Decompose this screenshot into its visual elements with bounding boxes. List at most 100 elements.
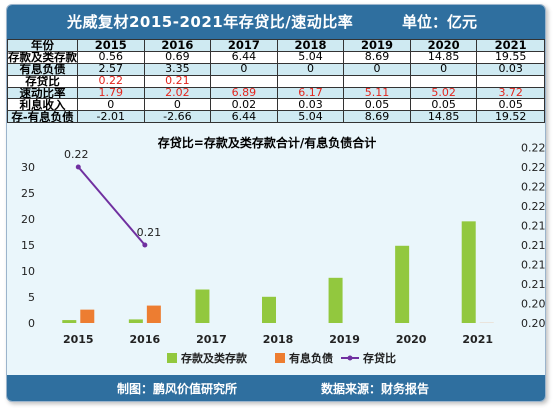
chart-title: 存贷比=存款及类存款合计/有息负债合计 (157, 135, 376, 150)
year-header: 2020 (409, 39, 478, 52)
table-cell (276, 74, 345, 88)
y-right-tick-label: 0.21 (521, 220, 545, 233)
table-cell: 8.69 (343, 50, 411, 64)
table-cell (343, 74, 411, 88)
table-cell: 0.21 (143, 74, 212, 88)
legend-label: 有息负债 (289, 351, 333, 365)
y-right-tick-label: 0.22 (521, 161, 545, 174)
y-left-tick-label: 0 (28, 317, 35, 330)
y-right-tick-label: 0.21 (521, 239, 545, 252)
page-title: 光威复材2015-2021年存贷比/速动比率 (67, 13, 354, 31)
line-point (75, 164, 81, 170)
y-right-tick-label: 0.20 (521, 317, 545, 330)
x-tick-label: 2016 (130, 333, 161, 346)
data-label: 0.21 (137, 226, 162, 239)
line-point (142, 242, 148, 248)
year-header: 2017 (210, 39, 278, 52)
bar-interest-debt (80, 309, 95, 323)
y-left-tick-label: 5 (28, 291, 35, 304)
table-cell: 0.03 (276, 98, 345, 112)
table-cell (409, 74, 478, 88)
table-row: 速动比率 1.79 2.02 6.89 6.17 5.11 5.02 3.72 (7, 86, 545, 100)
table-cell: 0.69 (143, 50, 212, 64)
bar-interest-debt (146, 305, 161, 323)
table-cell: 14.85 (409, 110, 478, 124)
chart: 存贷比=存款及类存款合计/有息负债合计 0 5 10 15 20 25 30 0.20 0.2… (21, 135, 545, 365)
table-cell: 0 (77, 98, 145, 112)
table-cell: 0 (409, 62, 478, 76)
year-header: 2015 (77, 39, 145, 52)
legend-swatch (275, 353, 285, 363)
table-cell: 0 (276, 62, 345, 76)
table-cell: 2.02 (143, 86, 212, 100)
legend-marker (347, 355, 353, 361)
y-left-tick-label: 20 (21, 213, 35, 226)
x-tick-label: 2015 (63, 333, 94, 346)
bar-deposits (128, 319, 143, 323)
table-cell: 0 (343, 62, 411, 76)
row-label: 存贷比 (7, 74, 78, 88)
table-cell: 0 (210, 62, 278, 76)
table-cell: 8.69 (343, 110, 411, 124)
table-row: 存款及类存款 0.56 0.69 6.44 5.04 8.69 14.85 19.55 (7, 50, 545, 64)
y-left-tick-label: 25 (21, 187, 35, 200)
table-cell: -2.01 (77, 110, 145, 124)
table-cell: 0.56 (77, 50, 145, 64)
year-header: 2018 (276, 39, 345, 52)
year-header: 2021 (476, 39, 545, 52)
table-cell: 3.72 (476, 86, 545, 100)
table-cell: 0.05 (343, 98, 411, 112)
x-tick-label: 2020 (396, 333, 427, 346)
table-cell: -2.66 (143, 110, 212, 124)
bar-deposits (262, 296, 276, 323)
line-loan-ratio (77, 166, 146, 246)
table-cell: 5.04 (276, 110, 345, 124)
y-right-tick-label: 0.22 (521, 142, 545, 155)
table-corner-header: 年份 (7, 39, 78, 52)
footer-source: 数据来源：财务报告 (321, 382, 430, 396)
year-header: 2016 (143, 39, 212, 52)
table-header-row: 年份 2015 2016 2017 2018 2019 2020 2021 (7, 39, 545, 52)
y-right-tick-label: 0.21 (521, 278, 545, 291)
footer-credit: 制图：鹏风价值研究所 (117, 382, 238, 396)
bar-deposits (328, 277, 343, 323)
table-cell: 0 (143, 98, 212, 112)
y-left-tick-label: 10 (21, 265, 35, 278)
bar-deposits (62, 320, 77, 323)
table-cell: 14.85 (409, 50, 478, 64)
table-cell: 5.11 (343, 86, 411, 100)
header-bar: 光威复材2015-2021年存贷比/速动比率 单位：亿元 (7, 5, 545, 39)
year-header: 2019 (343, 39, 411, 52)
table-row: 有息负债 2.57 3.35 0 0 0 0 0.03 (7, 62, 545, 76)
infographic-card: 光威复材2015-2021年存贷比/速动比率 单位：亿元 年份 2015 2016 2… (6, 4, 546, 402)
row-label: 速动比率 (7, 86, 78, 100)
table-cell: 5.04 (276, 50, 345, 64)
x-tick-label: 2017 (196, 333, 227, 346)
table-cell (476, 74, 545, 88)
table-cell: 6.17 (276, 86, 345, 100)
footer-bar: 制图：鹏风价值研究所 数据来源：财务报告 (7, 375, 545, 401)
table-cell: 0.22 (77, 74, 145, 88)
table-cell: 1.79 (77, 86, 145, 100)
table-row: 存贷比 0.22 0.21 (7, 74, 545, 88)
legend-label: 存贷比 (363, 351, 396, 365)
table-cell: 0.02 (210, 98, 278, 112)
bar-deposits (461, 221, 476, 323)
row-label: 存款及类存款 (7, 50, 78, 64)
legend-swatch (167, 353, 177, 363)
table-cell: 6.89 (210, 86, 278, 100)
table-cell: 19.52 (476, 110, 545, 124)
y-right-tick-label: 0.20 (521, 298, 545, 311)
bar-deposits (195, 289, 210, 323)
table-cell: 19.55 (476, 50, 545, 64)
table-row: 存-有息负债 -2.01 -2.66 6.44 5.04 8.69 14.85 19.52 (7, 110, 545, 124)
table-cell: 6.44 (210, 110, 278, 124)
y-right-tick-label: 0.22 (521, 200, 545, 213)
row-label: 有息负债 (7, 62, 78, 76)
data-table: 年份 2015 2016 2017 2018 2019 2020 2021 存款及类存款 0.56… (7, 39, 545, 124)
table-cell: 2.57 (77, 62, 145, 76)
bar-deposits (395, 245, 410, 323)
y-right-tick-label: 0.22 (521, 181, 545, 194)
legend-label: 存款及类存款 (181, 351, 248, 365)
row-label: 利息收入 (7, 98, 78, 112)
